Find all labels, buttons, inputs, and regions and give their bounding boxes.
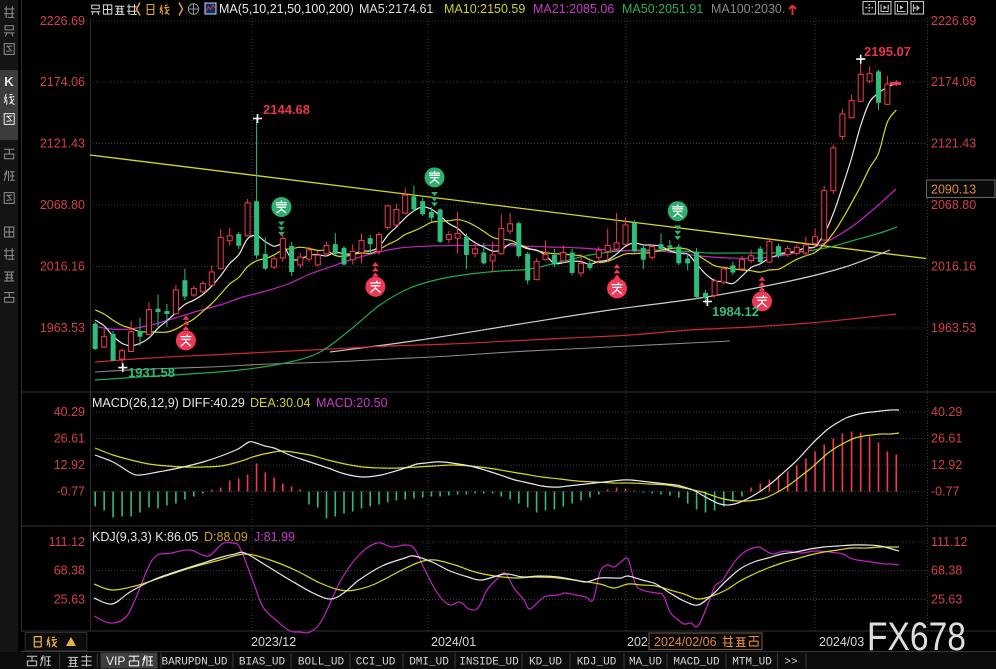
svg-text:26.61: 26.61: [931, 432, 962, 446]
svg-text:MACD(26,12,9) DIFF:40.29: MACD(26,12,9) DIFF:40.29: [92, 396, 245, 410]
svg-text:1963.53: 1963.53: [40, 321, 85, 335]
svg-text:2024/01: 2024/01: [431, 635, 476, 649]
svg-text:68.38: 68.38: [931, 564, 962, 578]
svg-text:MTM_UD: MTM_UD: [732, 657, 772, 669]
svg-text:>>: >>: [784, 657, 797, 669]
svg-text:25.63: 25.63: [54, 593, 85, 607]
svg-text:INSIDE_UD: INSIDE_UD: [459, 657, 519, 669]
svg-text:2226.69: 2226.69: [40, 14, 85, 28]
svg-text:DMI_UD: DMI_UD: [409, 657, 449, 669]
svg-text:1984.12: 1984.12: [712, 304, 759, 319]
svg-text:26.61: 26.61: [54, 432, 85, 446]
svg-text:VIP: VIP: [106, 654, 125, 668]
svg-text:FX678: FX678: [867, 615, 966, 659]
svg-text:BOLL_UD: BOLL_UD: [298, 657, 345, 669]
svg-text:J:81.99: J:81.99: [254, 530, 295, 544]
svg-text:2090.13: 2090.13: [931, 183, 976, 197]
svg-text:111.12: 111.12: [931, 535, 967, 549]
svg-text:2024/03: 2024/03: [819, 635, 864, 649]
svg-text:DEA:30.04: DEA:30.04: [250, 396, 311, 410]
svg-text:2174.06: 2174.06: [40, 75, 85, 89]
svg-text:2068.80: 2068.80: [40, 198, 85, 212]
svg-text:2195.07: 2195.07: [864, 44, 911, 59]
svg-text:68.38: 68.38: [54, 564, 85, 578]
svg-text:25.63: 25.63: [931, 593, 962, 607]
svg-text:BARUPDN_UD: BARUPDN_UD: [161, 657, 227, 669]
svg-text:-0.77: -0.77: [931, 485, 960, 499]
svg-text:2121.43: 2121.43: [40, 137, 85, 151]
svg-text:2068.80: 2068.80: [931, 198, 976, 212]
svg-text:2016.16: 2016.16: [931, 260, 976, 274]
svg-text:1931.58: 1931.58: [128, 365, 175, 380]
svg-text:CCI_UD: CCI_UD: [356, 657, 396, 669]
svg-text:KD_UD: KD_UD: [529, 657, 562, 669]
svg-text:BIAS_UD: BIAS_UD: [239, 657, 286, 669]
svg-text:MA100:2030.: MA100:2030.: [711, 2, 785, 16]
svg-text:2024/02/06: 2024/02/06: [654, 635, 717, 649]
svg-text:MA21:2085.06: MA21:2085.06: [533, 2, 614, 16]
svg-text:2121.43: 2121.43: [931, 137, 976, 151]
svg-text:12.92: 12.92: [931, 458, 962, 472]
svg-text:MA_UD: MA_UD: [629, 657, 662, 669]
svg-text:2174.06: 2174.06: [931, 75, 976, 89]
svg-text:40.29: 40.29: [931, 405, 962, 419]
svg-text:MA5:2174.61: MA5:2174.61: [359, 2, 433, 16]
svg-text:D:88.09: D:88.09: [204, 530, 248, 544]
svg-text:K: K: [4, 74, 14, 89]
svg-text:2226.69: 2226.69: [931, 14, 976, 28]
svg-text:2023/12: 2023/12: [251, 635, 296, 649]
svg-text:111.12: 111.12: [49, 535, 85, 549]
svg-text:-0.77: -0.77: [57, 485, 86, 499]
svg-text:40.29: 40.29: [54, 405, 85, 419]
svg-text:2016.16: 2016.16: [40, 260, 85, 274]
svg-text:MACD_UD: MACD_UD: [673, 657, 720, 669]
svg-text:1963.53: 1963.53: [931, 321, 976, 335]
svg-text:12.92: 12.92: [54, 458, 85, 472]
svg-text:2144.68: 2144.68: [263, 102, 310, 117]
svg-text:MA10:2150.59: MA10:2150.59: [444, 2, 525, 16]
svg-text:KDJ(9,3,3) K:86.05: KDJ(9,3,3) K:86.05: [92, 530, 198, 544]
svg-text:MA(5,10,21,50,100,200): MA(5,10,21,50,100,200): [219, 2, 354, 16]
svg-text:MA50:2051.91: MA50:2051.91: [622, 2, 703, 16]
svg-text:KDJ_UD: KDJ_UD: [577, 657, 617, 669]
svg-text:MACD:20.50: MACD:20.50: [316, 396, 388, 410]
